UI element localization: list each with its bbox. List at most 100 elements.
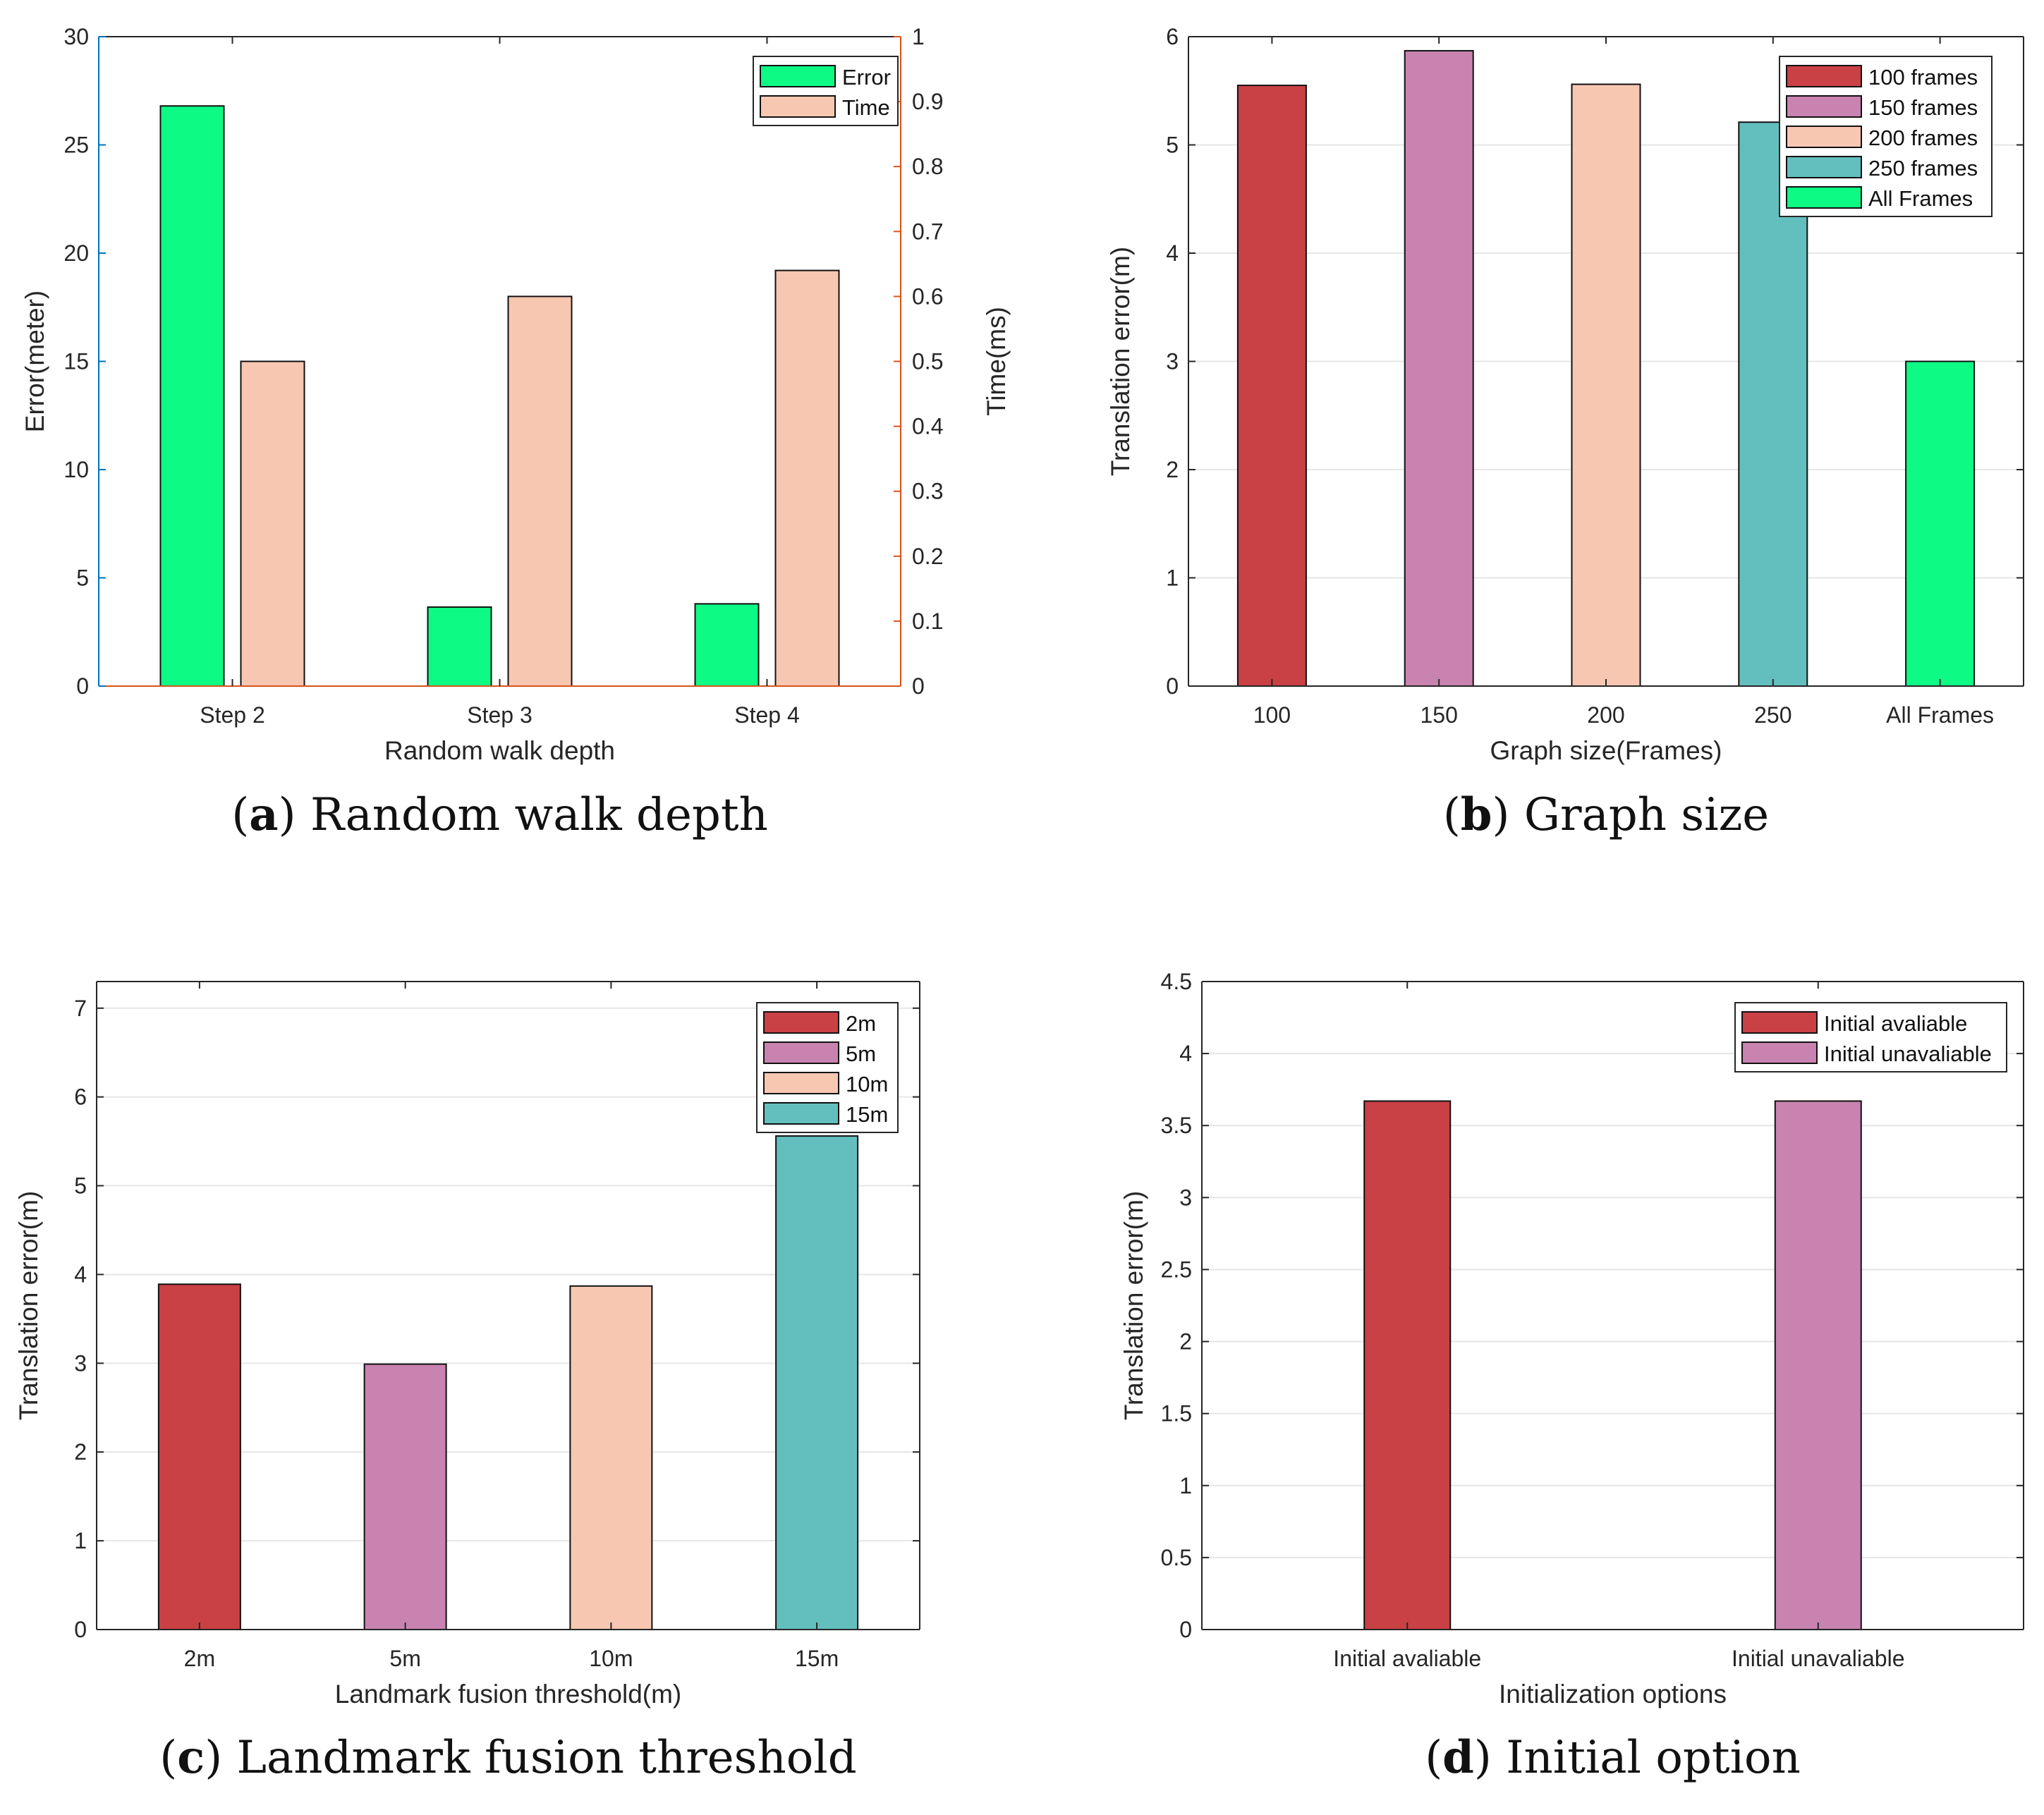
ytick-right-label: 0.6 (912, 283, 943, 309)
caption-paren-close: ) (279, 789, 310, 841)
ytick-label: 6 (74, 1084, 87, 1110)
caption-text: Initial option (1506, 1732, 1801, 1784)
caption-letter: c (177, 1731, 205, 1784)
y-axis-label: Translation error(m) (1106, 247, 1135, 477)
ytick-label: 4 (1166, 240, 1179, 266)
bar-initial-unavaliable-1 (1774, 1100, 1862, 1630)
subfigure-caption: (c) Landmark fusion threshold (159, 1731, 856, 1784)
caption-paren-open: ( (159, 1732, 177, 1784)
ytick-right-label: 0.1 (912, 609, 943, 634)
xtick-label: Initial unavaliable (1732, 1646, 1905, 1671)
xtick-label: Step 2 (200, 702, 265, 728)
ytick-right-label: 0.2 (912, 544, 943, 569)
xtick-label: Initial avaliable (1333, 1646, 1481, 1671)
ytick-label: 2 (1166, 457, 1179, 482)
legend: Error Time (753, 56, 899, 126)
y-axis-label: Translation error(m) (14, 1191, 43, 1421)
chart-panel-a: 0 5 10 15 20 25 30 0 0.1 0.2 0.3 0.4 0.5 0.6 0.7 0.8 0.9… (20, 24, 1011, 841)
xtick-label: 15m (795, 1646, 839, 1671)
bar-error-1 (427, 606, 492, 688)
legend-entry: 10m (846, 1072, 888, 1096)
bar-error-0 (159, 105, 225, 688)
legend: 2m 5m 10m 15m (756, 1002, 899, 1133)
legend-swatch (1786, 156, 1862, 178)
ytick-label: 10 (63, 457, 89, 482)
xtick-label: 10m (589, 1646, 633, 1671)
ytick-label: 20 (63, 240, 89, 266)
xtick-label: 200 (1587, 702, 1624, 728)
ytick-label: 2 (1179, 1329, 1192, 1355)
legend: 100 frames 150 frames 200 frames 250 frames… (1779, 56, 1993, 217)
legend-swatch (1741, 1041, 1818, 1064)
legend-swatch (1741, 1011, 1818, 1034)
ytick-label: 0 (74, 1617, 87, 1642)
ytick-label: 4 (1179, 1041, 1192, 1066)
legend-swatch (1786, 65, 1862, 87)
ytick-label: 5 (1166, 133, 1179, 158)
caption-paren-open: ( (1443, 789, 1461, 841)
legend-swatch (763, 1011, 839, 1034)
xtick-label: 100 (1253, 702, 1291, 728)
ytick-right-label: 0.4 (912, 414, 943, 439)
x-axis-label: Random walk depth (384, 736, 615, 765)
ytick-label: 30 (63, 24, 89, 49)
bar-200-frames-2 (1571, 83, 1641, 688)
ytick-label: 5 (76, 566, 89, 591)
ytick-right-label: 0.8 (912, 154, 943, 179)
bar-initial-avaliable-0 (1363, 1100, 1452, 1630)
y-axis-right-label: Time(ms) (982, 307, 1011, 416)
ytick-right-label: 1 (912, 24, 925, 49)
ytick-label: 0.5 (1161, 1545, 1192, 1570)
legend-swatch (1786, 95, 1862, 118)
bar-5m-1 (363, 1363, 447, 1630)
ytick-right-label: 0.9 (912, 89, 943, 114)
ytick-label: 3 (1179, 1185, 1192, 1210)
legend-entry: 250 frames (1868, 156, 1978, 181)
caption-letter: b (1461, 788, 1492, 841)
legend-swatch (1786, 126, 1862, 148)
legend-swatch (760, 95, 836, 118)
legend-entry: 5m (846, 1041, 876, 1066)
legend-entry: 100 frames (1868, 65, 1978, 90)
bar-time-1 (507, 295, 573, 687)
ytick-label: 3 (74, 1350, 87, 1376)
legend-swatch (1786, 186, 1862, 209)
xtick-label: All Frames (1886, 702, 1994, 728)
ytick-label: 1.5 (1161, 1401, 1192, 1426)
ytick-label: 4.5 (1161, 969, 1192, 994)
bar-10m-2 (569, 1285, 653, 1630)
legend-swatch (763, 1041, 839, 1064)
caption-paren-open: ( (1425, 1732, 1442, 1784)
ytick-label: 0 (1179, 1617, 1192, 1642)
y-axis-label: Error(meter) (20, 291, 49, 432)
ytick-label: 15 (63, 349, 89, 374)
caption-paren-close: ) (1474, 1732, 1506, 1784)
legend-swatch (760, 65, 836, 87)
ytick-label: 2 (74, 1439, 87, 1465)
ytick-label: 1 (74, 1528, 87, 1553)
xtick-label: Step 4 (734, 702, 800, 728)
legend-entry: Initial avaliable (1824, 1011, 1967, 1036)
ytick-label: 3 (1166, 349, 1179, 374)
chart-panel-c: 0 1 2 3 4 5 6 7 2m 5m 10m 15m Landmark fusion thresh… (14, 981, 920, 1784)
bar-150-frames-1 (1404, 49, 1474, 687)
ytick-label: 7 (74, 996, 87, 1021)
ytick-label: 3.5 (1161, 1113, 1192, 1138)
ytick-right-label: 0.3 (912, 479, 943, 504)
x-axis-label: Initialization options (1499, 1680, 1727, 1709)
ytick-label: 1 (1166, 566, 1179, 591)
xtick-label: Step 3 (467, 702, 533, 728)
ytick-label: 1 (1179, 1473, 1192, 1498)
legend-entry: Initial unavaliable (1824, 1041, 1992, 1066)
legend-swatch (763, 1102, 839, 1125)
subfigure-caption: (a) Random walk depth (231, 788, 768, 841)
legend-entry: Time (842, 95, 890, 120)
ytick-label: 6 (1166, 24, 1179, 49)
x-axis-label: Landmark fusion threshold(m) (335, 1680, 682, 1709)
bar-time-0 (240, 360, 305, 687)
ytick-label: 5 (74, 1173, 87, 1199)
xtick-label: 5m (389, 1646, 420, 1671)
subfigure-caption: (d) Initial option (1425, 1731, 1801, 1784)
